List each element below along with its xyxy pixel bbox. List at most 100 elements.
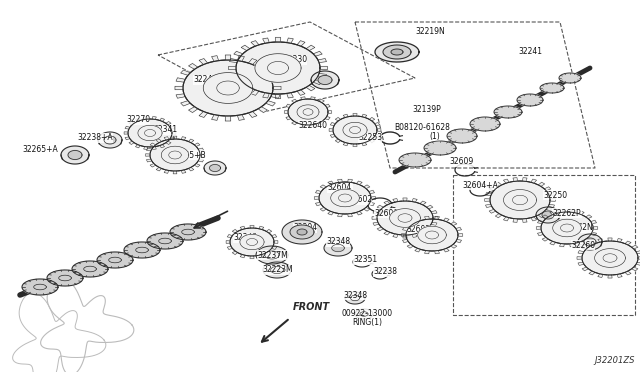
Polygon shape xyxy=(173,171,177,174)
Polygon shape xyxy=(198,148,204,151)
Text: 32238+A: 32238+A xyxy=(77,134,113,142)
Polygon shape xyxy=(349,126,360,134)
Text: 32602: 32602 xyxy=(406,225,430,234)
Polygon shape xyxy=(584,238,596,246)
Polygon shape xyxy=(147,148,152,151)
Text: 32351: 32351 xyxy=(353,256,377,264)
Text: 32139P: 32139P xyxy=(413,106,442,115)
Polygon shape xyxy=(415,218,420,222)
Polygon shape xyxy=(356,181,362,185)
Polygon shape xyxy=(227,246,232,250)
Polygon shape xyxy=(377,201,433,235)
Polygon shape xyxy=(337,214,342,217)
Polygon shape xyxy=(384,231,390,235)
Polygon shape xyxy=(415,248,420,252)
Polygon shape xyxy=(490,181,550,219)
Polygon shape xyxy=(250,256,254,259)
Polygon shape xyxy=(328,110,332,113)
Polygon shape xyxy=(353,113,357,116)
Polygon shape xyxy=(230,228,274,256)
Polygon shape xyxy=(227,234,232,238)
Polygon shape xyxy=(540,83,564,93)
Polygon shape xyxy=(578,262,584,265)
Polygon shape xyxy=(250,225,254,228)
Text: 32604: 32604 xyxy=(328,183,352,192)
Polygon shape xyxy=(232,230,237,233)
Polygon shape xyxy=(147,233,183,249)
Polygon shape xyxy=(180,101,190,106)
Polygon shape xyxy=(345,292,365,304)
Text: FRONT: FRONT xyxy=(293,302,330,312)
Polygon shape xyxy=(456,227,461,231)
Polygon shape xyxy=(390,209,420,227)
Polygon shape xyxy=(258,107,268,113)
Polygon shape xyxy=(275,37,280,42)
Polygon shape xyxy=(591,220,596,224)
Text: 32223M: 32223M xyxy=(262,266,293,275)
Polygon shape xyxy=(356,211,362,215)
Polygon shape xyxy=(548,192,554,196)
Polygon shape xyxy=(586,237,592,241)
Polygon shape xyxy=(489,187,496,191)
Polygon shape xyxy=(189,107,198,113)
Polygon shape xyxy=(451,222,457,225)
Polygon shape xyxy=(426,231,438,239)
Polygon shape xyxy=(259,254,264,258)
Polygon shape xyxy=(586,215,592,219)
Polygon shape xyxy=(582,241,638,275)
Polygon shape xyxy=(144,147,148,150)
Polygon shape xyxy=(271,266,284,273)
Polygon shape xyxy=(286,116,291,120)
Polygon shape xyxy=(124,242,160,258)
Polygon shape xyxy=(625,271,631,275)
Polygon shape xyxy=(335,139,340,142)
Polygon shape xyxy=(486,204,492,208)
Polygon shape xyxy=(374,122,380,126)
Polygon shape xyxy=(456,240,461,243)
Polygon shape xyxy=(458,234,463,236)
Polygon shape xyxy=(578,234,602,250)
Polygon shape xyxy=(255,54,301,82)
Polygon shape xyxy=(169,151,181,159)
Text: 32204: 32204 xyxy=(293,224,317,232)
Polygon shape xyxy=(273,86,281,90)
Polygon shape xyxy=(306,86,315,91)
Polygon shape xyxy=(265,251,279,259)
Polygon shape xyxy=(175,86,183,90)
Polygon shape xyxy=(364,185,370,189)
Polygon shape xyxy=(318,76,332,84)
Polygon shape xyxy=(375,42,419,62)
Polygon shape xyxy=(431,211,437,214)
Text: 32604+A: 32604+A xyxy=(462,180,498,189)
Polygon shape xyxy=(495,182,502,186)
Polygon shape xyxy=(271,94,280,98)
Polygon shape xyxy=(373,222,379,225)
Polygon shape xyxy=(159,145,164,148)
Polygon shape xyxy=(22,279,58,295)
Polygon shape xyxy=(332,244,344,251)
Polygon shape xyxy=(608,238,612,241)
Polygon shape xyxy=(225,116,231,121)
Polygon shape xyxy=(282,220,322,244)
Polygon shape xyxy=(470,117,500,131)
Polygon shape xyxy=(494,106,522,118)
Polygon shape xyxy=(285,110,288,113)
Polygon shape xyxy=(136,145,140,148)
Polygon shape xyxy=(314,197,319,199)
Polygon shape xyxy=(212,56,219,61)
Polygon shape xyxy=(403,235,407,238)
Polygon shape xyxy=(98,132,122,148)
Polygon shape xyxy=(617,238,622,242)
Text: 32237M: 32237M xyxy=(258,250,289,260)
Text: 32230: 32230 xyxy=(283,55,307,64)
Polygon shape xyxy=(310,97,316,100)
Text: RING(1): RING(1) xyxy=(352,318,382,327)
Polygon shape xyxy=(173,136,177,139)
Text: 32219N: 32219N xyxy=(415,28,445,36)
Polygon shape xyxy=(550,211,556,215)
Polygon shape xyxy=(636,251,640,254)
Polygon shape xyxy=(398,214,412,222)
Polygon shape xyxy=(369,190,374,193)
Polygon shape xyxy=(237,56,244,61)
Polygon shape xyxy=(531,217,536,221)
